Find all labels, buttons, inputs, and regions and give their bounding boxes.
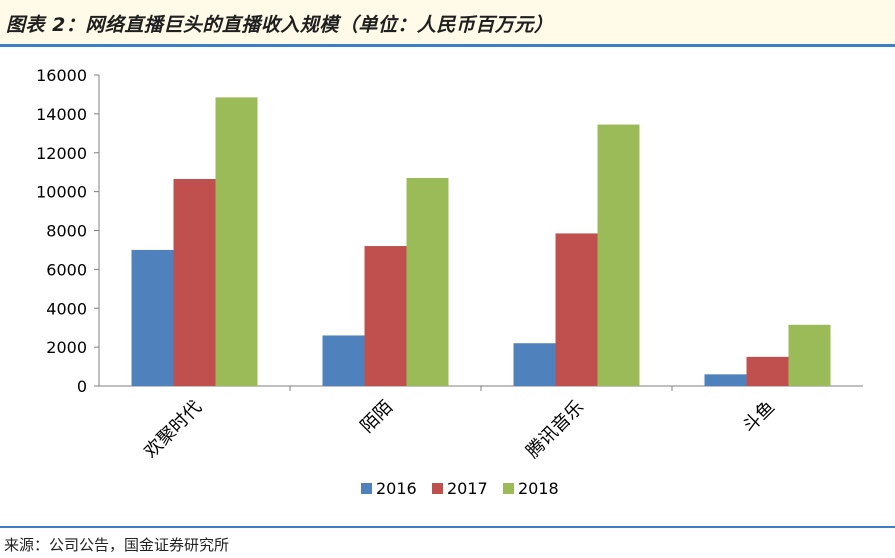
x-category-label: 欢聚时代 [140,397,206,463]
x-category-label: 腾讯音乐 [522,397,588,463]
legend-label-2018: 2018 [518,479,559,498]
y-tick-label: 6000 [46,260,87,279]
legend-swatch-2017 [432,483,443,494]
bar-2017 [364,246,407,386]
bar-2018 [788,324,831,386]
bar-2017 [173,178,216,386]
bar-2017 [746,356,789,386]
bar-2018 [215,97,258,387]
y-tick-label: 2000 [46,338,87,357]
y-tick-label: 8000 [46,222,87,241]
legend-swatch-2018 [503,483,514,494]
bottom-divider [0,526,895,528]
legend-swatch-2016 [361,483,372,494]
x-category-label: 斗鱼 [739,397,779,437]
bar-2016 [322,335,365,386]
chart-title: 图表 2：网络直播巨头的直播收入规模（单位：人民币百万元） [6,14,554,36]
chart-area: 0 2000 4000 6000 8000 10000 12000 14000 16000 欢聚时… [0,47,895,525]
y-tick-label: 16000 [36,66,87,85]
y-tick-label: 14000 [36,105,87,124]
y-tick-label: 4000 [46,299,87,318]
source-note: 来源：公司公告，国金证券研究所 [4,536,230,554]
bar-2017 [555,233,598,386]
legend-label-2017: 2017 [447,479,488,498]
bar-2016 [704,374,747,386]
bar-2016 [513,343,556,386]
bar-chart: 0 2000 4000 6000 8000 10000 12000 14000 16000 欢聚时… [36,66,863,498]
y-tick-label: 10000 [36,183,87,202]
bar-2016 [131,249,174,386]
y-tick-label: 0 [77,377,87,396]
x-category-label: 陌陌 [357,397,397,437]
top-divider [0,44,895,47]
title-band: 图表 2：网络直播巨头的直播收入规模（单位：人民币百万元） [0,0,895,44]
bar-2018 [597,124,640,387]
bar-2018 [406,178,449,386]
y-tick-label: 12000 [36,144,87,163]
legend-label-2016: 2016 [376,479,417,498]
